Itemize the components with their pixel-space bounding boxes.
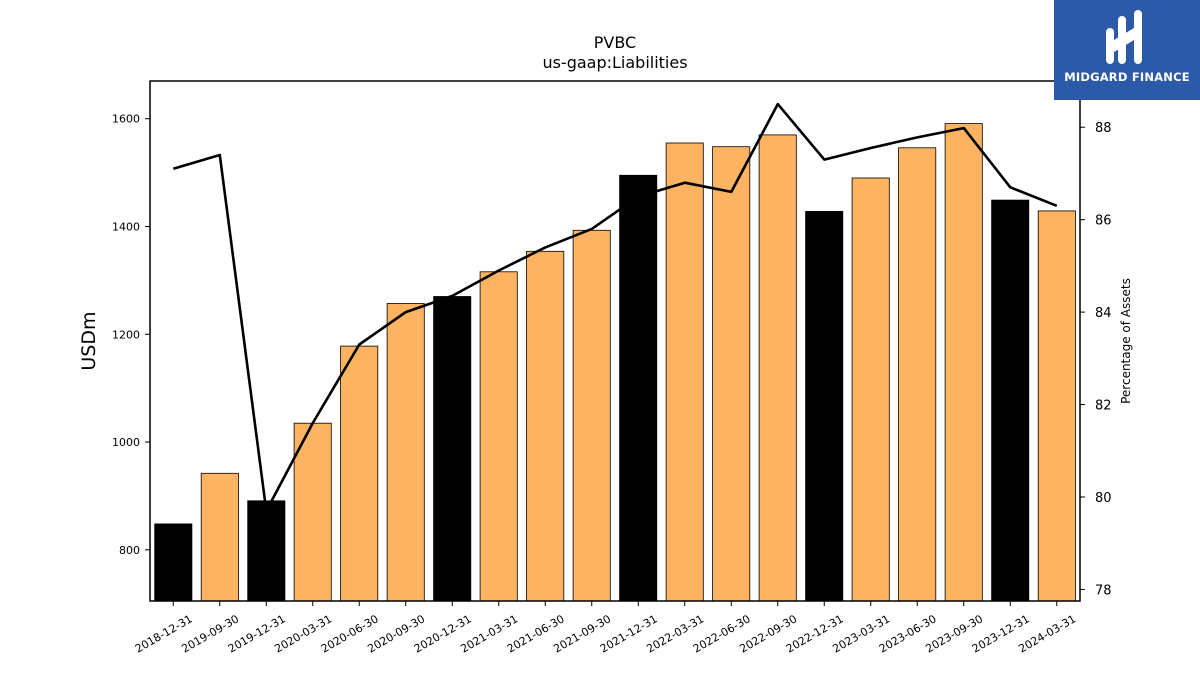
bar-2018-12-31 <box>154 523 193 602</box>
bar-2023-06-30 <box>898 147 937 602</box>
bar-2021-03-31 <box>479 271 518 602</box>
line-series <box>172 102 1058 513</box>
y2-tick-label: 88 <box>1095 121 1112 136</box>
bar-2020-06-30 <box>340 345 379 602</box>
logo-text: MIDGARD FINANCE <box>1064 70 1190 84</box>
y-tick-label: 1200 <box>112 328 140 341</box>
bar-2023-12-31 <box>991 199 1030 602</box>
midgard-finance-logo: MIDGARD FINANCE <box>1054 0 1200 100</box>
chart-subtitle: us-gaap:Liabilities <box>542 53 687 72</box>
y-axis-label: USDm <box>78 311 100 370</box>
bar-2021-06-30 <box>526 250 565 602</box>
y2-tick-label: 84 <box>1095 306 1112 321</box>
y2-tick-label: 86 <box>1095 214 1112 229</box>
y2-tick-label: 80 <box>1095 491 1112 506</box>
y2-tick-label: 78 <box>1095 583 1112 598</box>
y2-tick-label: 82 <box>1095 399 1112 414</box>
bar-2022-03-31 <box>665 142 704 602</box>
bar-2022-06-30 <box>712 146 751 602</box>
bar-2020-09-30 <box>386 303 425 602</box>
bar-2023-09-30 <box>944 123 983 602</box>
plot-frame <box>149 80 1081 602</box>
bar-2024-03-31 <box>1037 210 1076 602</box>
y2-axis-label: Percentage of Assets <box>1119 278 1133 404</box>
y-tick-label: 1400 <box>112 220 140 233</box>
bar-2019-12-31 <box>247 500 286 602</box>
bar-series <box>154 123 1076 602</box>
percentage-line <box>172 102 1058 513</box>
y-tick-label: 1600 <box>112 113 140 126</box>
bar-2022-09-30 <box>758 134 797 602</box>
y-tick-label: 800 <box>119 544 140 557</box>
bar-2020-03-31 <box>293 422 332 602</box>
midgard-logo-icon <box>1106 10 1142 64</box>
y-tick-label: 1000 <box>112 436 140 449</box>
bar-2022-12-31 <box>805 210 844 602</box>
bar-2019-09-30 <box>200 472 239 602</box>
bar-2023-03-31 <box>851 177 890 602</box>
bar-2020-12-31 <box>433 296 472 602</box>
bar-2021-09-30 <box>572 229 611 602</box>
chart-title: PVBC <box>594 33 636 52</box>
bar-2021-12-31 <box>619 174 658 602</box>
